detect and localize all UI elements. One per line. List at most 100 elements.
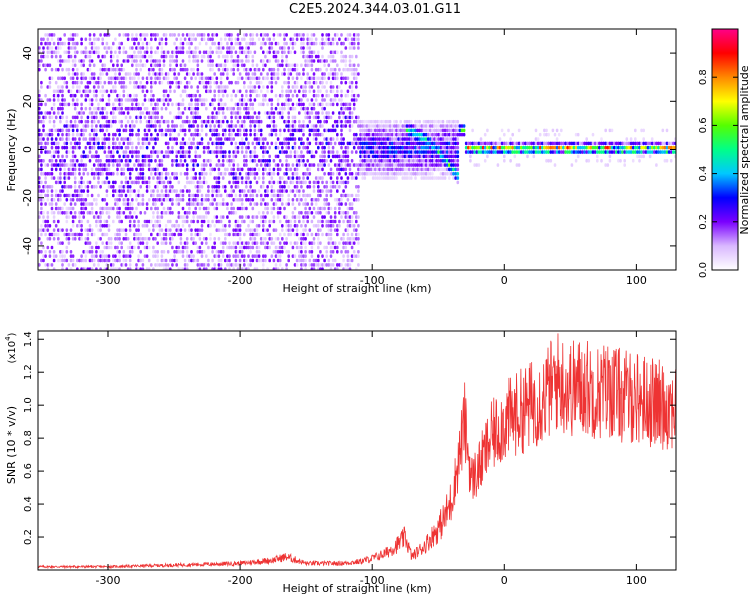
- heatmap-cell: [65, 176, 69, 180]
- heatmap-cell: [302, 241, 305, 245]
- heatmap-cell: [333, 245, 337, 250]
- heatmap-cell: [209, 76, 212, 81]
- heatmap-cell: [302, 219, 305, 224]
- heatmap-cell: [219, 228, 223, 232]
- heatmap-cell: [221, 93, 225, 98]
- heatmap-cell: [276, 59, 280, 63]
- heatmap-cell: [312, 189, 316, 193]
- heatmap-cell: [40, 167, 43, 172]
- heatmap-cell: [236, 132, 240, 137]
- heatmap-cell: [300, 185, 303, 189]
- heatmap-cell: [192, 258, 195, 263]
- heatmap-cell: [50, 211, 54, 215]
- heatmap-cell: [84, 106, 88, 111]
- heatmap-cell: [240, 198, 244, 202]
- heatmap-cell: [230, 132, 233, 137]
- heatmap-cell: [65, 211, 69, 215]
- heatmap-cell: [247, 263, 250, 267]
- heatmap-cell: [162, 132, 166, 137]
- heatmap-cell: [255, 154, 259, 159]
- heatmap-cell: [164, 72, 168, 76]
- heatmap-cell: [240, 180, 244, 185]
- heatmap-cell: [38, 119, 41, 124]
- heatmap-cell: [166, 80, 170, 85]
- heatmap-cell: [257, 250, 261, 254]
- heatmap-cell: [219, 145, 223, 150]
- heatmap-cell: [333, 67, 337, 72]
- heatmap-cell: [230, 59, 233, 63]
- heatmap-cell: [388, 163, 392, 167]
- heatmap-cell: [154, 111, 157, 115]
- heatmap-cell: [283, 180, 286, 185]
- heatmap-cell: [175, 63, 178, 68]
- heatmap-cell: [92, 93, 96, 98]
- heatmap-cell: [219, 202, 223, 206]
- heatmap-cell: [166, 154, 170, 159]
- heatmap-cell: [259, 198, 263, 202]
- heatmap-cell: [80, 193, 83, 198]
- heatmap-cell: [327, 76, 331, 81]
- heatmap-cell: [143, 141, 147, 146]
- heatmap-cell: [317, 263, 320, 267]
- heatmap-cell: [342, 124, 345, 128]
- heatmap-cell: [112, 163, 115, 167]
- heatmap-cell: [139, 193, 142, 198]
- heatmap-cell: [99, 59, 102, 63]
- heatmap-cell: [380, 132, 383, 137]
- heatmap-cell: [295, 215, 299, 219]
- heatmap-cell: [262, 63, 265, 68]
- heatmap-cell: [179, 228, 183, 232]
- heatmap-cell: [245, 72, 248, 76]
- heatmap-cell: [255, 141, 259, 146]
- heatmap-cell: [71, 37, 75, 42]
- heatmap-cell: [243, 98, 246, 102]
- heatmap-cell: [122, 254, 126, 258]
- heatmap-cell: [69, 33, 73, 37]
- heatmap-cell: [382, 163, 386, 167]
- heatmap-cell: [293, 85, 297, 89]
- heatmap-cell: [390, 141, 394, 146]
- heatmap-cell: [285, 228, 288, 232]
- heatmap-cell: [59, 115, 62, 120]
- heatmap-cell: [52, 50, 56, 55]
- heatmap-cell: [321, 180, 324, 185]
- heatmap-cell: [40, 111, 43, 115]
- heatmap-cell: [350, 72, 354, 76]
- heatmap-cell: [287, 228, 290, 232]
- heatmap-cell: [86, 232, 90, 237]
- heatmap-cell: [59, 172, 62, 176]
- heatmap-cell: [141, 198, 145, 202]
- heatmap-cell: [44, 254, 47, 258]
- heatmap-cell: [281, 115, 284, 120]
- heatmap-cell: [166, 76, 170, 81]
- heatmap-cell: [336, 163, 339, 167]
- heatmap-cell: [325, 245, 328, 250]
- heatmap-cell: [105, 167, 109, 172]
- heatmap-cell: [295, 85, 299, 89]
- heatmap-cell: [118, 128, 121, 133]
- heatmap-cell: [319, 267, 322, 270]
- heatmap-cell: [92, 50, 96, 55]
- heatmap-cell: [156, 215, 159, 219]
- heatmap-cell: [84, 254, 88, 258]
- heatmap-cell: [126, 267, 130, 270]
- heatmap-cell: [310, 128, 314, 133]
- heatmap-cell: [99, 128, 102, 133]
- heatmap-cell: [251, 72, 255, 76]
- heatmap-cell: [325, 119, 328, 124]
- heatmap-cell: [397, 150, 400, 154]
- heatmap-cell: [202, 167, 206, 172]
- heatmap-cell: [325, 189, 328, 193]
- heatmap-cell: [257, 141, 261, 146]
- heatmap-cell: [209, 202, 212, 206]
- heatmap-cell: [131, 63, 134, 68]
- heatmap-cell: [302, 50, 305, 55]
- heatmap-cell: [312, 132, 316, 137]
- heatmap-cell: [253, 119, 257, 124]
- heatmap-cell: [310, 124, 314, 128]
- heatmap-cell: [109, 119, 113, 124]
- heatmap-cell: [342, 67, 345, 72]
- heatmap-cell: [209, 137, 212, 141]
- heatmap-cell: [338, 115, 341, 120]
- heatmap-cell: [230, 115, 233, 120]
